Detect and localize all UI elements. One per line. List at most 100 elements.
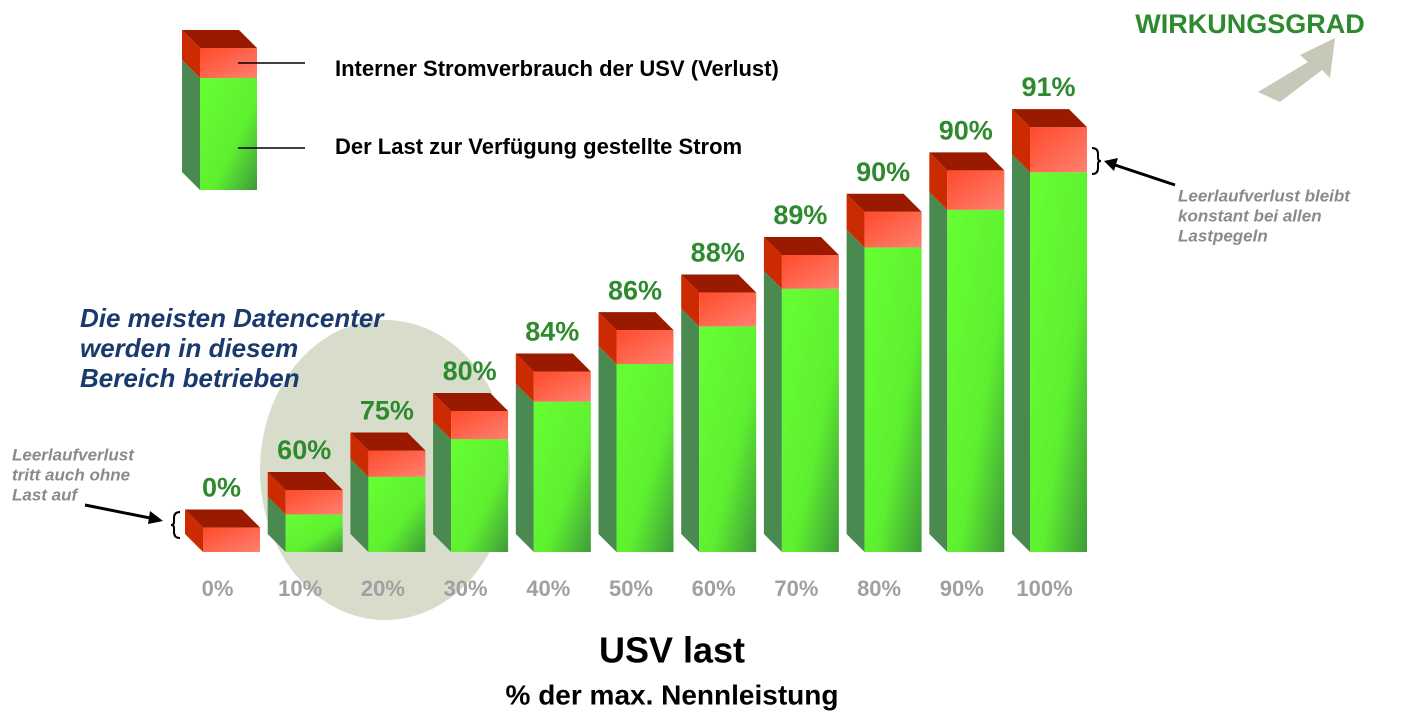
x-tick-label: 0% (202, 576, 234, 601)
bar-front (781, 254, 839, 289)
bar-front (947, 209, 1005, 552)
bar-front (285, 514, 343, 552)
bar-front (864, 211, 922, 248)
title-arrow (1258, 38, 1335, 102)
bar-side (350, 458, 369, 552)
bar-segment (929, 152, 1005, 210)
x-tick-label: 80% (857, 576, 901, 601)
bar-front (616, 364, 674, 552)
efficiency-label: 60% (277, 435, 331, 465)
bar-top (1012, 109, 1087, 128)
bar-top (763, 236, 839, 255)
x-axis-title: USV last (599, 630, 745, 671)
bar-top (929, 152, 1005, 171)
bar-front (533, 371, 591, 402)
bar-segment (846, 229, 922, 552)
bar-front (947, 170, 1005, 210)
arrow-head (148, 511, 163, 524)
bar-side (1012, 109, 1030, 173)
bar-segment (267, 471, 343, 515)
bar-front (1030, 172, 1087, 553)
legend-label: Der Last zur Verfügung gestellte Strom (335, 134, 742, 159)
bar-side (350, 432, 369, 477)
annotation: werden in diesem (80, 333, 298, 363)
bar-side (433, 421, 452, 552)
bar-segment (598, 346, 674, 552)
bar-side (185, 509, 203, 552)
bar-top (267, 471, 343, 490)
x-tick-label: 50% (609, 576, 653, 601)
bar-front (616, 330, 674, 364)
bar-front (451, 411, 509, 440)
efficiency-label: 91% (1021, 72, 1075, 102)
bar-segment (763, 270, 839, 552)
annotation: Leerlaufverlust (12, 445, 135, 464)
bar-side (598, 346, 617, 552)
x-tick-label: 100% (1016, 576, 1072, 601)
bar-side (681, 308, 700, 552)
bar-front (368, 476, 426, 552)
bar-front (451, 439, 509, 552)
bar-segment (267, 496, 343, 552)
bar-side (846, 229, 865, 552)
legend-label: Interner Stromverbrauch der USV (Verlust… (335, 56, 779, 81)
bar-top (185, 509, 260, 528)
efficiency-label: 90% (856, 157, 910, 187)
bar-segment (350, 458, 426, 552)
bar-segment (763, 236, 839, 289)
bar-segment (681, 274, 757, 327)
annotation: Lastpegeln (1178, 226, 1268, 245)
bar-segment (1012, 154, 1087, 553)
arrow-head (1104, 158, 1118, 171)
annotation: Leerlaufverlust bleibt (1178, 186, 1351, 205)
bar-top (681, 274, 757, 293)
bar-segment (515, 383, 591, 552)
x-tick-label: 10% (278, 576, 322, 601)
bar-side (182, 60, 200, 190)
bar-side (598, 312, 617, 364)
bar-segment (515, 353, 591, 402)
bar-front (203, 527, 260, 552)
efficiency-label: 75% (360, 396, 414, 426)
bar-top (515, 353, 591, 372)
bar-side (433, 393, 452, 440)
bar-top (846, 193, 922, 212)
legend-swatch (182, 30, 257, 78)
brace (1091, 147, 1102, 175)
bar-side (267, 471, 286, 515)
brace (170, 511, 181, 539)
arrow (84, 503, 161, 522)
bar-side (846, 193, 865, 248)
arrow (1111, 162, 1176, 187)
bar-side (515, 353, 534, 402)
bar-side (929, 152, 948, 210)
bar-segment (433, 421, 509, 552)
bar-side (182, 30, 200, 78)
bar-side (763, 236, 782, 289)
x-axis-subtitle: % der max. Nennleistung (506, 679, 839, 710)
bar-front (368, 450, 426, 477)
bar-side (1012, 154, 1030, 553)
bar-segment (433, 393, 509, 440)
annotation: Last auf (12, 485, 80, 504)
bar-top (433, 393, 509, 411)
bar-segment (350, 432, 426, 477)
efficiency-label: 80% (443, 356, 497, 386)
bar-front (699, 326, 757, 552)
bar-top (350, 432, 426, 451)
annotation: tritt auch ohne (12, 465, 130, 484)
bar-segment (929, 191, 1005, 552)
bar-front (285, 489, 343, 515)
bar-top (598, 312, 674, 331)
efficiency-label: 88% (691, 238, 745, 268)
bar-segment (1012, 109, 1087, 173)
x-tick-label: 90% (940, 576, 984, 601)
bar-front (864, 247, 922, 552)
x-tick-label: 70% (774, 576, 818, 601)
bar-segment (598, 312, 674, 364)
legend-swatch (182, 60, 257, 190)
bar-front (699, 292, 757, 327)
bar-side (267, 496, 286, 552)
annotation: Die meisten Datencenter (80, 303, 385, 333)
